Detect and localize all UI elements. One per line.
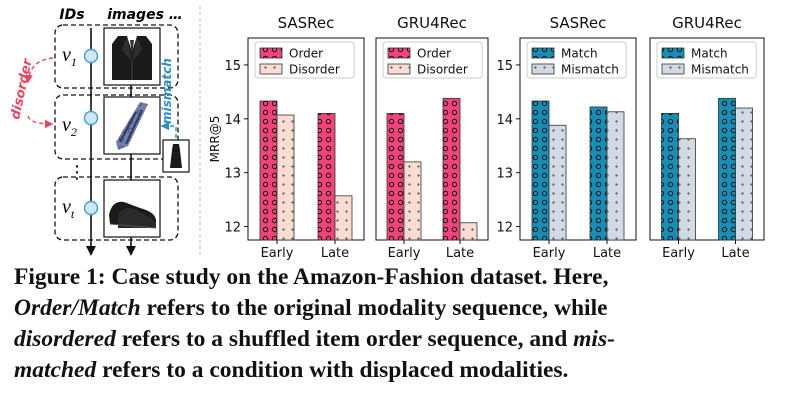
chart-panel-3: SASRec Early Late 12 13 14 15 Match Mismatch xyxy=(496,14,637,260)
mismatch-arrow xyxy=(160,121,177,138)
plot-frame xyxy=(649,37,765,241)
bar-hatch xyxy=(549,125,566,240)
bar-hatch xyxy=(404,161,421,240)
x-tick-label: Late xyxy=(321,246,349,260)
x-tick-label: Early xyxy=(388,246,421,260)
item-box-1 xyxy=(54,24,179,89)
legend-label-order: Order xyxy=(417,47,451,61)
ellipsis: ⋮ xyxy=(68,162,86,183)
y-tick-label: 13 xyxy=(496,167,513,182)
y-tick-label: 14 xyxy=(496,113,513,128)
charts-area: SASRec Early Late 12 13 14 15 MRR@5 Order Disorde… xyxy=(208,14,765,260)
x-tick-label: Early xyxy=(662,246,695,260)
bar-hatch xyxy=(661,113,679,240)
disorder-label: disorder xyxy=(8,56,36,121)
y-tick-label: 15 xyxy=(496,59,513,74)
caption-order-match: Order/Match xyxy=(14,295,141,321)
caption-text-3: refers to a shuffled item order sequence… xyxy=(115,326,574,352)
y-tick-label: 12 xyxy=(224,221,241,236)
legend-label-mismatch: Mismatch xyxy=(561,63,619,77)
item-box-t xyxy=(54,176,179,241)
chart-panel-2: GRU4Rec Early Late Order Disorder xyxy=(375,14,489,260)
id-vt: vt xyxy=(62,196,75,221)
item-box-2 xyxy=(54,94,179,160)
id-timeline-arrowhead xyxy=(86,246,96,256)
x-tick-label: Early xyxy=(533,246,566,260)
chart-title: GRU4Rec xyxy=(397,14,467,32)
caption-disordered: disordered xyxy=(14,326,116,352)
id-node-1 xyxy=(83,48,99,64)
suit-jacket-image xyxy=(112,36,152,80)
legend-label-disorder: Disorder xyxy=(417,63,468,77)
plot-frame xyxy=(375,37,489,241)
legend-swatch-hatch xyxy=(388,48,410,58)
caption-text-1: Case study on the Amazon-Fashion dataset… xyxy=(105,264,609,290)
legend-swatch-hatch xyxy=(532,48,554,58)
x-tick-label: Early xyxy=(261,246,294,260)
bar-hatch xyxy=(607,111,624,240)
bar-hatch xyxy=(443,98,460,241)
x-tick-label: Late xyxy=(721,246,749,260)
legend-label-mismatch: Mismatch xyxy=(691,63,749,77)
id-v2: v2 xyxy=(62,114,77,139)
chart-title: GRU4Rec xyxy=(672,14,742,32)
plot-frame xyxy=(247,37,365,241)
caption-mis: mis- xyxy=(573,326,615,352)
bar-hatch xyxy=(460,222,477,240)
legend-label-match: Match xyxy=(691,47,728,61)
disorder-arrow-up xyxy=(27,115,54,129)
chart-panel-4: GRU4Rec Early Late Match Mismatch xyxy=(649,14,765,260)
bar-hatch xyxy=(735,108,753,240)
x-tick-label: Late xyxy=(446,246,474,260)
y-tick-label: 14 xyxy=(224,113,241,128)
legend-label-disorder: Disorder xyxy=(289,63,340,77)
legend-swatch-hatch xyxy=(260,48,282,58)
chart-title: SASRec xyxy=(278,14,335,32)
bar-hatch xyxy=(387,113,404,240)
images-header: images … xyxy=(107,7,183,23)
bar-hatch xyxy=(678,138,696,240)
id-node-2 xyxy=(83,110,99,126)
necktie-image xyxy=(116,102,148,150)
disorder-arrow-down xyxy=(24,57,54,84)
caption-text-4: refers to a condition with displaced mod… xyxy=(96,357,569,383)
legend-swatch-hatch xyxy=(260,64,282,74)
chart-title: SASRec xyxy=(550,14,607,32)
dress-shoe-image xyxy=(109,201,157,229)
bar-hatch xyxy=(277,115,294,240)
id-v1: v1 xyxy=(62,44,77,69)
bar-hatch xyxy=(318,113,335,240)
bar-hatch xyxy=(260,101,277,240)
legend-swatch-hatch xyxy=(662,64,684,74)
sequence-diagram: IDs images … v1 v2 vt ⋮ xyxy=(8,7,190,256)
y-axis-label: MRR@5 xyxy=(208,116,222,163)
plot-frame xyxy=(519,37,637,241)
y-tick-label: 13 xyxy=(224,167,241,182)
mismatch-label: mismatch xyxy=(160,58,174,124)
bar-hatch xyxy=(532,101,549,240)
bar-hatch xyxy=(590,106,607,240)
legend-swatch-hatch xyxy=(532,64,554,74)
caption-matched: matched xyxy=(14,357,97,383)
figure-caption: Figure 1: Case study on the Amazon-Fashi… xyxy=(14,262,784,386)
id-node-t xyxy=(83,200,99,216)
legend-swatch-hatch xyxy=(388,64,410,74)
y-tick-label: 15 xyxy=(224,59,241,74)
y-tick-label: 12 xyxy=(496,221,513,236)
legend-swatch-hatch xyxy=(662,48,684,58)
case-study-figure: IDs images … v1 v2 vt ⋮ xyxy=(8,6,765,260)
black-dress-image xyxy=(170,144,182,168)
image-timeline-arrowhead xyxy=(126,246,136,256)
bar-hatch xyxy=(718,98,736,241)
ids-header: IDs xyxy=(59,7,84,23)
legend-label-match: Match xyxy=(561,47,598,61)
bar-hatch xyxy=(335,195,352,240)
caption-label: Figure 1: xyxy=(14,264,106,290)
legend-label-order: Order xyxy=(289,47,323,61)
chart-panel-1: SASRec Early Late 12 13 14 15 MRR@5 Order Disorde… xyxy=(208,14,365,260)
caption-text-2: refers to the original modality sequence… xyxy=(140,295,608,321)
x-tick-label: Late xyxy=(593,246,621,260)
